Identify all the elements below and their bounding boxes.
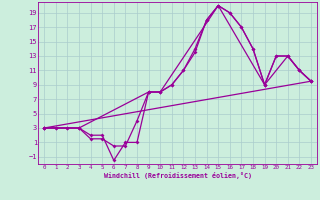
X-axis label: Windchill (Refroidissement éolien,°C): Windchill (Refroidissement éolien,°C) — [104, 172, 252, 179]
